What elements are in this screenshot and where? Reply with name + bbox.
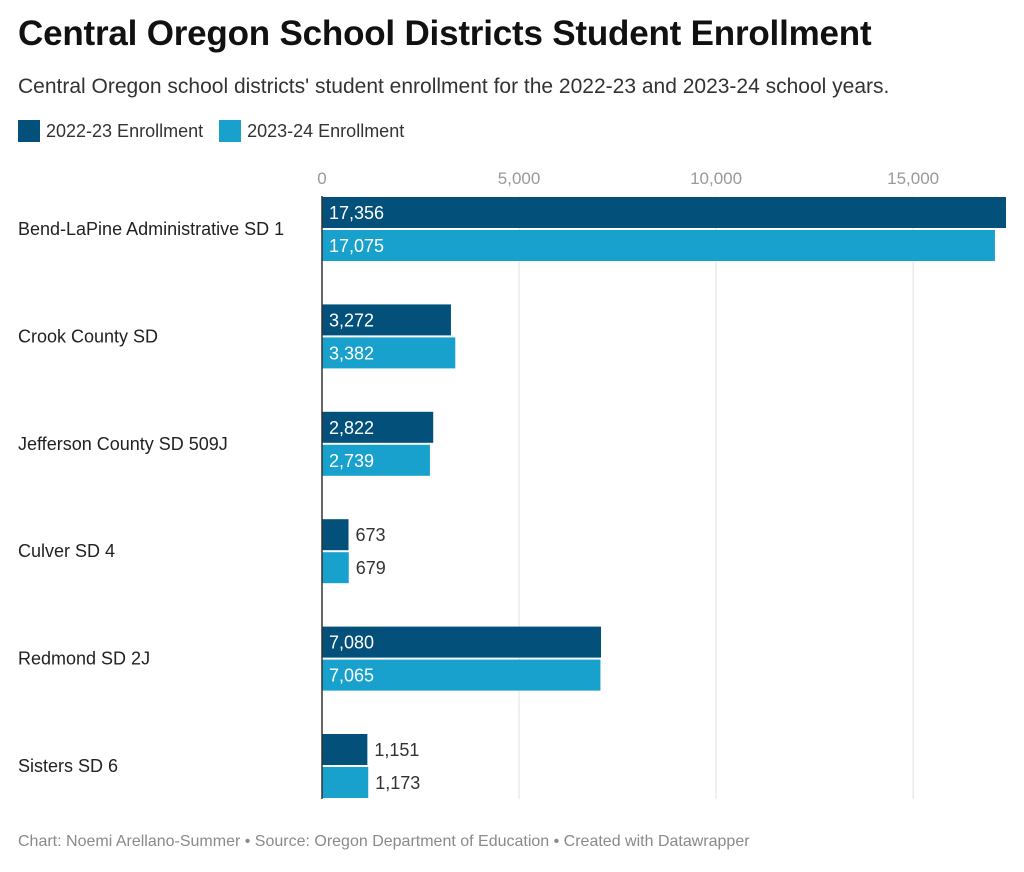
chart-subtitle: Central Oregon school districts' student… xyxy=(18,75,890,98)
x-tick-label: 5,000 xyxy=(498,169,541,188)
data-label: 7,065 xyxy=(329,666,374,686)
bar xyxy=(322,552,349,584)
bar xyxy=(322,519,349,551)
data-label: 1,173 xyxy=(375,773,420,793)
legend-label-2023-24: 2023-24 Enrollment xyxy=(247,120,405,141)
bar xyxy=(322,411,434,443)
category-label: Redmond SD 2J xyxy=(18,649,150,669)
data-label: 679 xyxy=(356,558,386,578)
bar xyxy=(322,734,368,765)
legend-item-2023-24: 2023-24 Enrollment xyxy=(219,120,404,142)
bar-chart: 0 5,000 10,000 15,000 Bend-LaPine Administra… xyxy=(18,169,1006,799)
legend-swatch-2022-23 xyxy=(18,120,40,142)
bar xyxy=(322,337,456,369)
bar xyxy=(322,230,995,261)
chart-footer: Chart: Noemi Arellano-Summer • Source: O… xyxy=(18,833,750,850)
category-label: Jefferson County SD 509J xyxy=(18,434,228,454)
x-tick-label: 0 xyxy=(317,169,326,188)
data-label: 2,822 xyxy=(329,418,374,438)
bar xyxy=(322,659,601,691)
data-label: 3,272 xyxy=(329,310,374,330)
category-label: Culver SD 4 xyxy=(18,541,115,561)
category-label: Crook County SD xyxy=(18,326,158,346)
bar xyxy=(322,197,1006,228)
data-label: 17,075 xyxy=(329,236,384,256)
x-tick-label: 15,000 xyxy=(887,169,939,188)
data-label: 1,151 xyxy=(374,740,419,760)
category-label: Bend-LaPine Administrative SD 1 xyxy=(18,219,284,239)
legend-swatch-2023-24 xyxy=(219,120,242,142)
bar xyxy=(322,626,602,658)
legend-item-2022-23: 2022-23 Enrollment xyxy=(18,120,203,142)
data-label: 3,382 xyxy=(329,343,374,363)
category-label: Sisters SD 6 xyxy=(18,756,118,776)
bar xyxy=(322,767,369,798)
legend: 2022-23 Enrollment 2023-24 Enrollment xyxy=(18,120,420,142)
data-label: 7,080 xyxy=(329,633,374,653)
chart-title: Central Oregon School Districts Student … xyxy=(18,14,872,53)
bar xyxy=(322,304,451,336)
data-label: 673 xyxy=(356,525,386,545)
data-label: 2,739 xyxy=(329,451,374,471)
x-tick-label: 10,000 xyxy=(690,169,742,188)
legend-label-2022-23: 2022-23 Enrollment xyxy=(46,120,204,141)
data-label: 17,356 xyxy=(329,203,384,223)
bar xyxy=(322,444,430,476)
